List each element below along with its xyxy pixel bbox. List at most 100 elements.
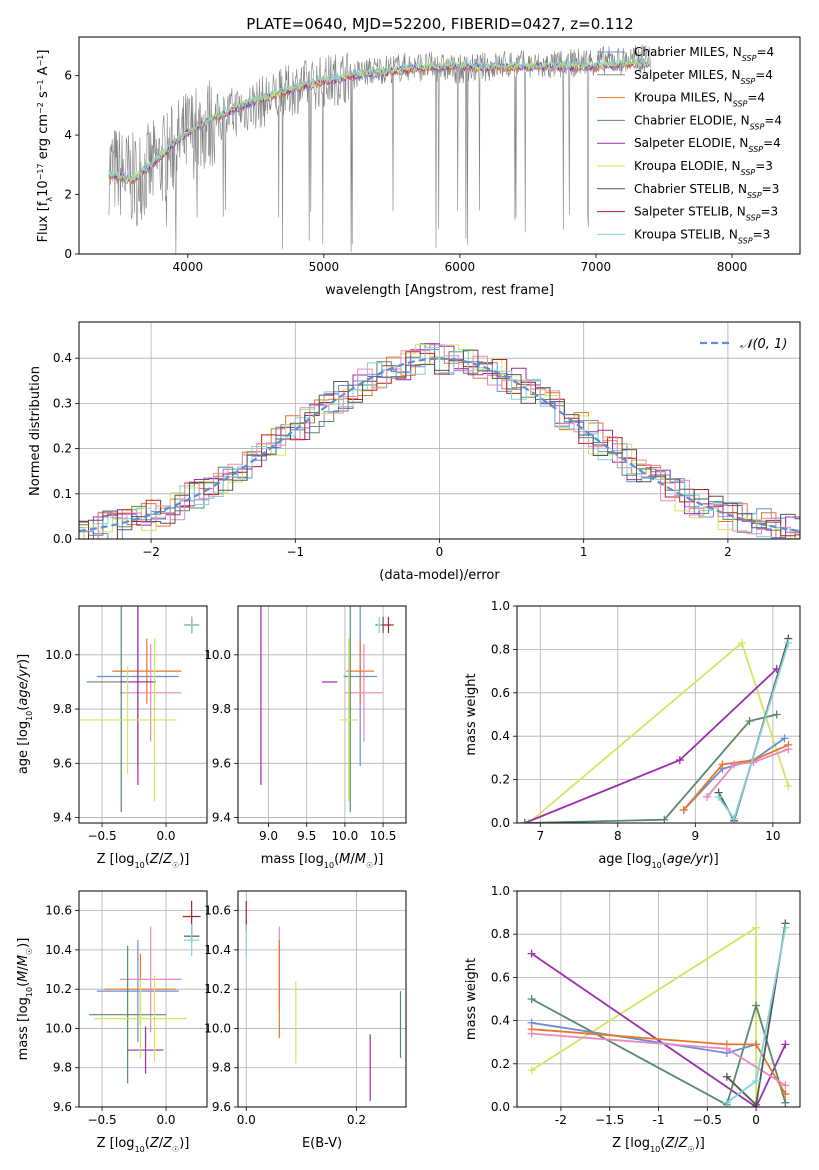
model-spectrum-kroupa_stelib (108, 57, 651, 182)
x-tick-label: 9 (692, 829, 700, 843)
x-tick-label: 5000 (309, 260, 340, 274)
weight-marker (745, 717, 754, 726)
x-tick-label: −1 (286, 545, 304, 559)
weight-line-kroupa_elodie (528, 641, 790, 823)
weight-marker (752, 1001, 761, 1010)
y-tick-label: 0.1 (53, 487, 72, 501)
x-tick-label: -2 (555, 1113, 567, 1127)
figure-title: PLATE=0640, MJD=52200, FIBERID=0427, z=0… (246, 15, 633, 33)
x-tick-label: −2 (142, 545, 160, 559)
y-axis-label: mass weight (464, 673, 479, 755)
weight-marker (718, 760, 727, 769)
plot-area (79, 343, 800, 539)
weight-marker (702, 792, 711, 801)
x-tick-label: 0.2 (347, 1113, 366, 1127)
x-tick-label: 10.5 (370, 829, 397, 843)
legend-entry: Salpeter STELIB, NSSP=3 (634, 205, 778, 223)
plot-area (245, 900, 402, 1102)
y-tick-label: 9.6 (53, 756, 72, 770)
y-tick-label: 1.0 (491, 884, 510, 898)
y-tick-label: 0.0 (53, 532, 72, 546)
y-tick-label: 10.0 (204, 648, 231, 662)
x-tick-label: 0 (752, 1113, 760, 1127)
weight-marker (675, 756, 684, 765)
plot-area (527, 919, 790, 1107)
axes-frame (78, 605, 208, 824)
legend-entry: Salpeter ELODIE, NSSP=4 (634, 136, 781, 154)
y-tick-label: 0.8 (491, 927, 510, 941)
legend-entry: Chabrier ELODIE, NSSP=4 (634, 113, 782, 130)
weight-marker (520, 819, 529, 823)
histogram-pink (79, 344, 800, 539)
y-tick-label: 9.4 (53, 811, 72, 825)
weight-line-chabrier_elodie (531, 998, 787, 1107)
weight-marker (752, 1077, 761, 1086)
y-tick-label: 0.4 (53, 351, 72, 365)
weight-marker (781, 1090, 790, 1099)
x-tick-label: −0.5 (87, 1113, 116, 1127)
x-tick-label: 4000 (173, 260, 204, 274)
y-tick-label: 2 (64, 188, 72, 202)
model-spectrum-kroupa_miles (108, 60, 651, 185)
y-tick-label: 0.6 (491, 970, 510, 984)
x-tick-label: 0.0 (156, 829, 175, 843)
y-tick-label: 9.4 (212, 811, 231, 825)
axes-frame (78, 321, 801, 540)
x-tick-label: −0.5 (87, 829, 116, 843)
y-tick-label: 0.4 (491, 1014, 510, 1028)
x-tick-label: 9.0 (259, 829, 278, 843)
y-tick-label: 10.0 (45, 1021, 72, 1035)
legend-entry: Chabrier STELIB, NSSP=3 (634, 182, 779, 200)
y-tick-label: 9.8 (53, 1061, 72, 1075)
x-tick-label: 6000 (445, 260, 476, 274)
weight-marker (714, 792, 723, 801)
y-tick-label: 0.8 (491, 642, 510, 656)
plot-area (260, 606, 394, 813)
y-tick-label: 9.6 (212, 1100, 231, 1114)
weight-marker (780, 734, 789, 743)
weight-line-kroupa_miles (683, 744, 789, 811)
y-tick-label: 6 (64, 69, 72, 83)
x-axis-label: wavelength [Angstrom, rest frame] (325, 283, 554, 298)
legend-entry: Salpeter MILES, NSSP=4 (634, 68, 773, 86)
legend-entry: 𝒩(0, 1) (740, 337, 787, 352)
weight-marker (784, 745, 793, 754)
legend-entry: Kroupa ELODIE, NSSP=3 (634, 159, 773, 177)
x-axis-label: Z [log10(Z/Z☉)] (612, 1136, 705, 1154)
y-tick-label: 10.4 (45, 943, 72, 957)
weight-line-chabrier_miles (683, 737, 786, 811)
weight-marker (752, 1100, 761, 1107)
y-tick-label: 1.0 (491, 599, 510, 613)
y-tick-label: 10.2 (204, 982, 231, 996)
y-tick-label: 9.8 (212, 1061, 231, 1075)
x-tick-label: 10 (765, 829, 780, 843)
weight-marker (527, 1029, 536, 1038)
weight-marker (772, 710, 781, 719)
weight-marker (722, 1098, 731, 1107)
x-axis-label: (data-model)/error (379, 568, 500, 583)
y-tick-label: 10.0 (204, 1021, 231, 1035)
y-tick-label: 0.2 (491, 1057, 510, 1071)
y-axis-label: mass weight (464, 958, 479, 1040)
y-tick-label: 0.2 (53, 442, 72, 456)
x-tick-label: 2 (724, 545, 732, 559)
x-axis-label: Z [log10(Z/Z☉)] (97, 1136, 190, 1154)
weight-line-chabrier_elodie (524, 713, 777, 823)
weight-line-pink (706, 748, 789, 798)
x-axis-label: mass [log10(M/M☉)] (261, 852, 384, 870)
weight-marker (660, 815, 669, 823)
x-tick-label: 9.5 (297, 829, 316, 843)
x-tick-label: 10.0 (332, 829, 359, 843)
weight-marker (781, 1081, 790, 1090)
weight-line-salpeter_elodie (531, 952, 787, 1107)
x-axis-label: Z [log10(Z/Z☉)] (97, 852, 190, 870)
plot-area (79, 606, 200, 813)
y-tick-label: 10.2 (45, 982, 72, 996)
histogram-kroupa_miles (79, 356, 800, 539)
weight-marker (527, 995, 536, 1003)
weight-marker (752, 923, 761, 932)
x-tick-label: 0.0 (156, 1113, 175, 1127)
weight-marker (730, 814, 739, 823)
histogram-chabrier_stelib (79, 349, 800, 531)
y-tick-label: 0.0 (491, 1100, 510, 1114)
